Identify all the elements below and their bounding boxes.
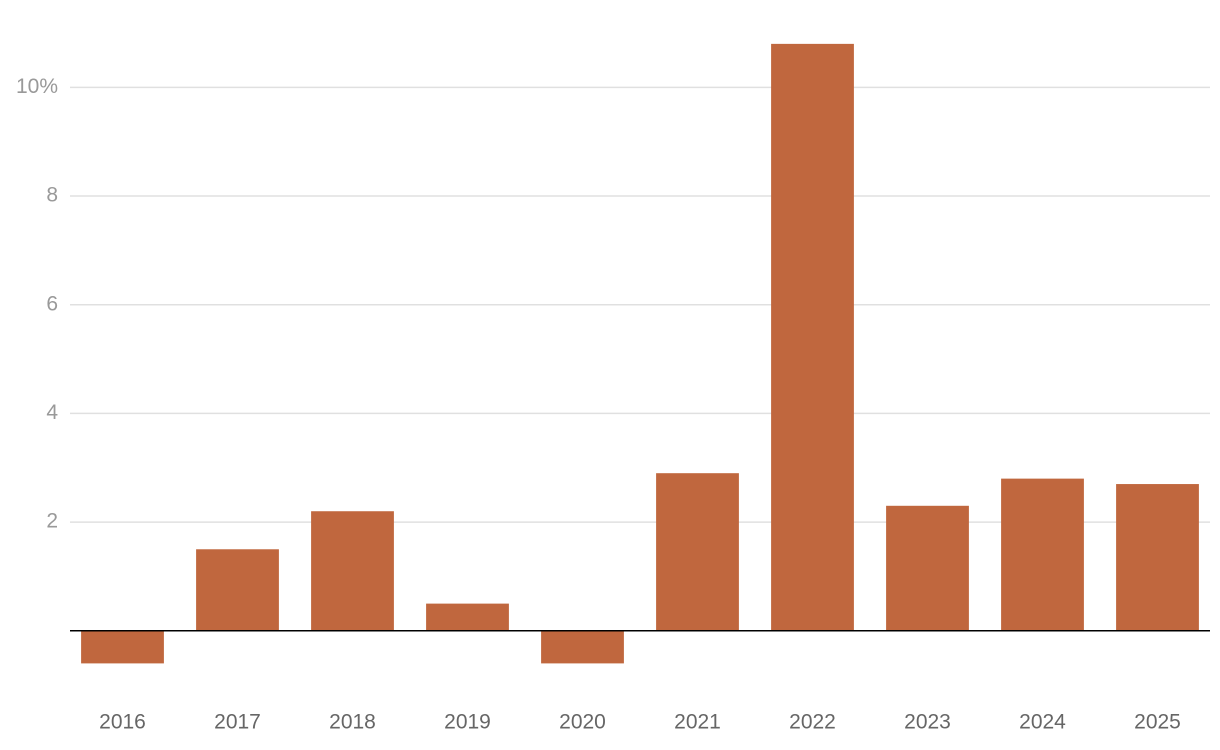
bar — [1001, 478, 1084, 631]
bar — [656, 473, 739, 631]
x-tick-label: 2016 — [99, 711, 146, 734]
y-tick-label: 2 — [46, 510, 58, 533]
bar — [81, 630, 164, 664]
bar — [426, 603, 509, 631]
x-tick-label: 2023 — [904, 711, 951, 734]
y-tick-label: 8 — [46, 184, 58, 207]
x-tick-label: 2019 — [444, 711, 491, 734]
x-tick-label: 2024 — [1019, 711, 1066, 734]
x-tick-label: 2018 — [329, 711, 376, 734]
y-tick-label: 10% — [16, 75, 58, 98]
bar — [1116, 484, 1199, 631]
x-tick-label: 2020 — [559, 711, 606, 734]
bar — [886, 505, 969, 631]
y-tick-label: 4 — [46, 401, 58, 424]
x-tick-label: 2022 — [789, 711, 836, 734]
bar — [196, 549, 279, 631]
bar — [541, 630, 624, 664]
x-tick-label: 2021 — [674, 711, 721, 734]
bar — [311, 511, 394, 631]
x-tick-label: 2017 — [214, 711, 261, 734]
bar — [771, 43, 854, 631]
y-tick-label: 6 — [46, 292, 58, 315]
x-tick-label: 2025 — [1134, 711, 1181, 734]
